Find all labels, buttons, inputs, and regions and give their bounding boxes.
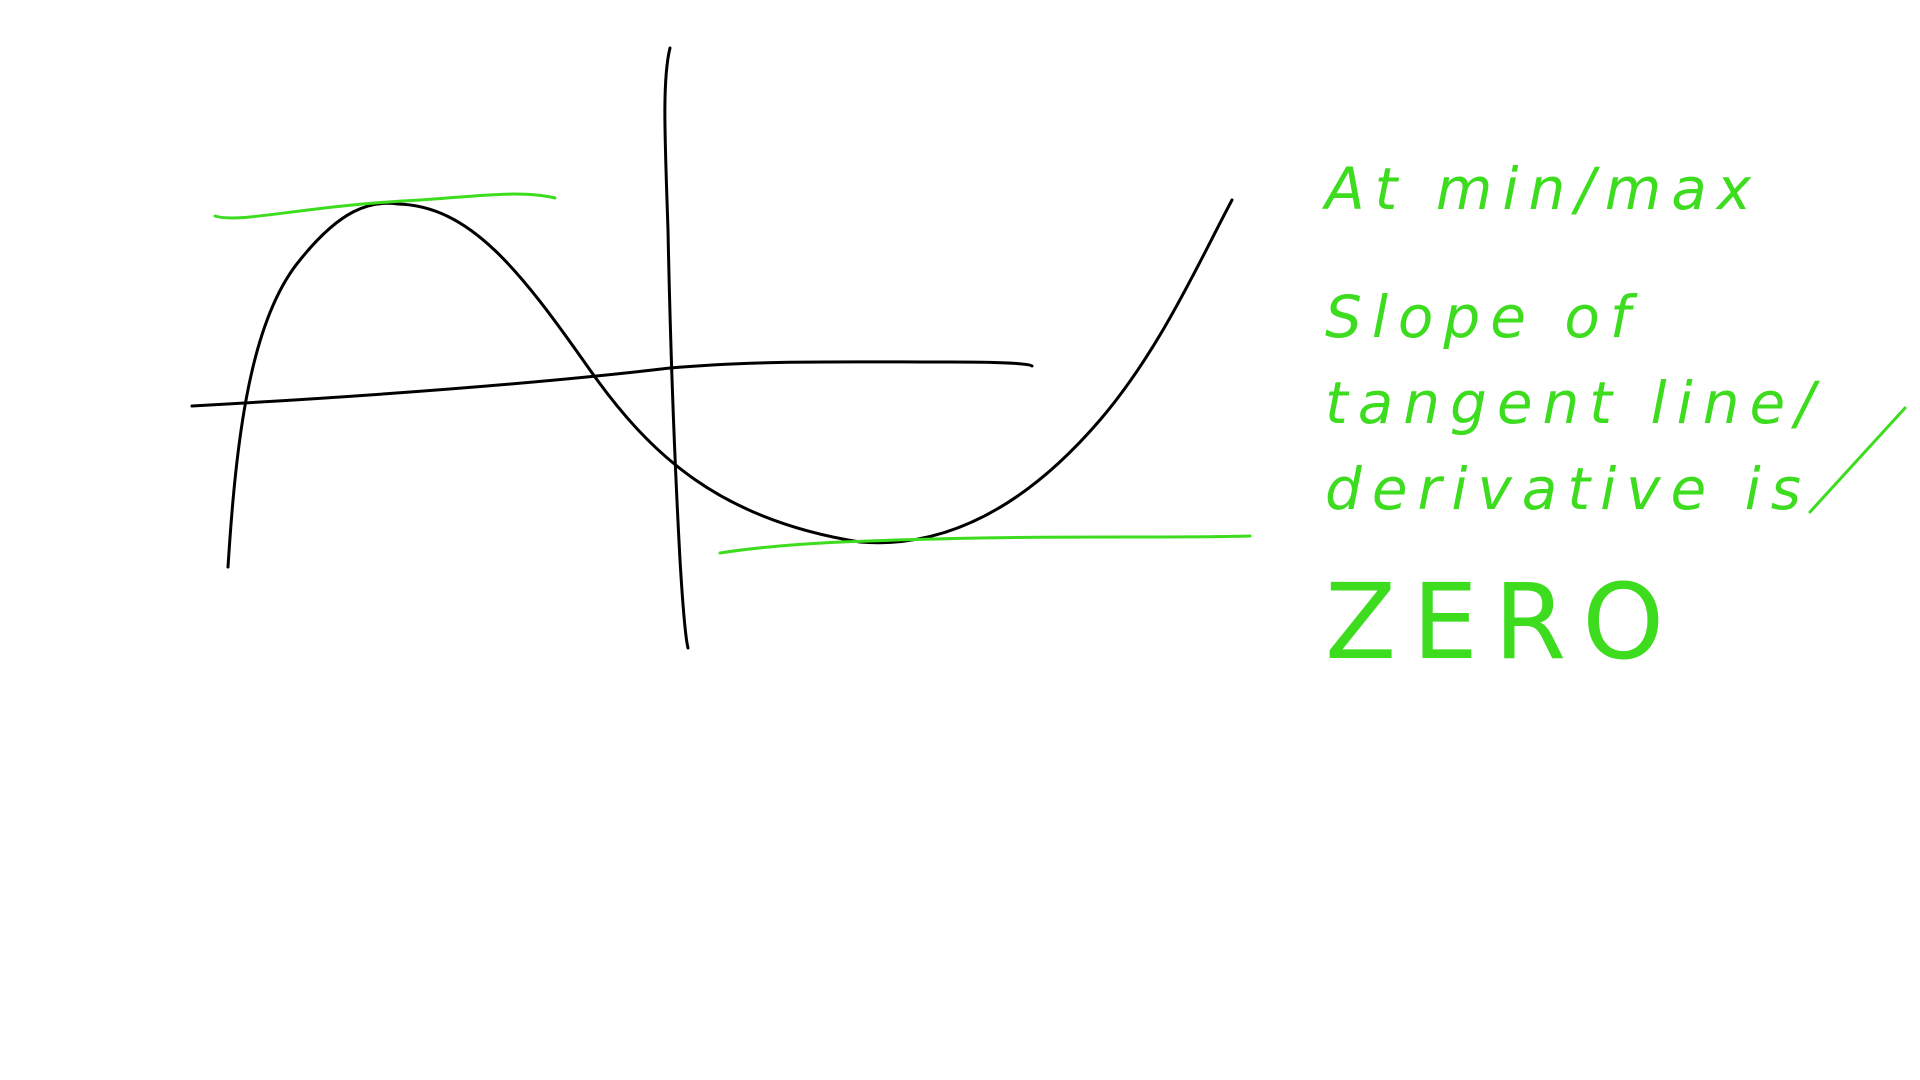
tangent-line-min — [718, 534, 1252, 555]
tangent-line-max — [213, 192, 557, 220]
note-line-slope-of: Slope of — [1325, 283, 1641, 351]
function-curve — [226, 198, 1234, 569]
handwritten-note: At min/max Slope of tangent line/ deriva… — [1325, 160, 1905, 702]
x-axis — [190, 360, 1034, 408]
note-line-zero: ZERO — [1325, 561, 1681, 683]
slash-stroke — [1808, 406, 1907, 514]
note-line-derivative-is: derivative is — [1325, 455, 1811, 523]
y-axis — [663, 46, 690, 650]
note-line-tangent-line: tangent line/ — [1325, 369, 1825, 437]
note-line-min-max: At min/max — [1325, 155, 1762, 223]
